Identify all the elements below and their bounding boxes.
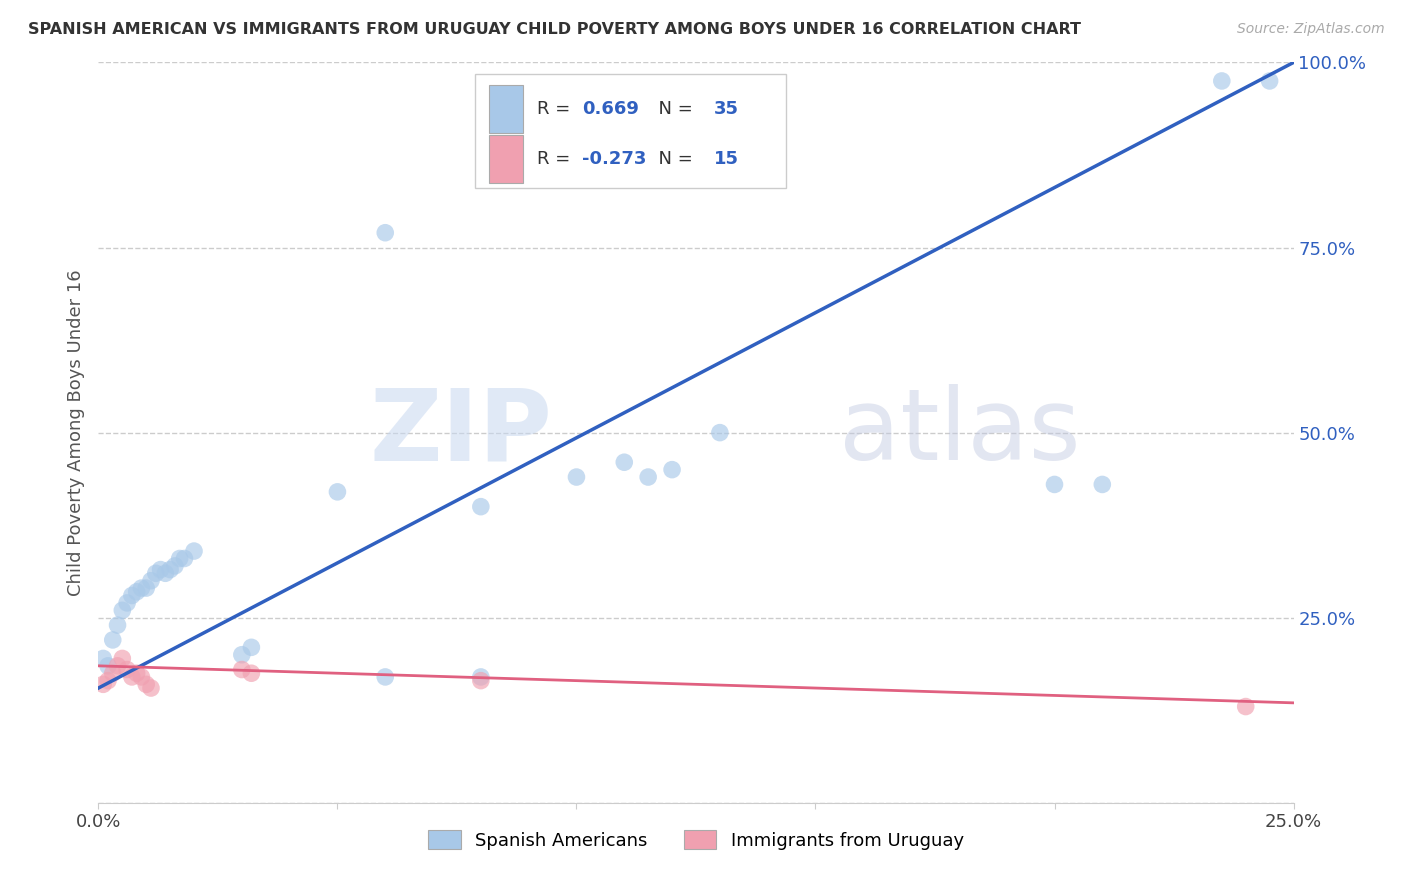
Text: -0.273: -0.273 bbox=[582, 150, 647, 168]
Point bbox=[107, 618, 129, 632]
Point bbox=[709, 425, 731, 440]
Text: 0.669: 0.669 bbox=[582, 100, 640, 118]
Point bbox=[173, 551, 195, 566]
Point bbox=[145, 566, 167, 581]
Point bbox=[231, 663, 253, 677]
Point bbox=[565, 470, 588, 484]
Point bbox=[91, 651, 114, 665]
Point bbox=[1091, 477, 1114, 491]
Point bbox=[101, 632, 124, 647]
Text: R =: R = bbox=[537, 150, 576, 168]
Point bbox=[231, 648, 253, 662]
Point bbox=[135, 581, 157, 595]
Point bbox=[159, 563, 181, 577]
Point bbox=[1211, 74, 1233, 88]
Point bbox=[1234, 699, 1257, 714]
Point bbox=[169, 551, 191, 566]
Text: Source: ZipAtlas.com: Source: ZipAtlas.com bbox=[1237, 22, 1385, 37]
Point bbox=[240, 666, 263, 681]
Point bbox=[613, 455, 636, 469]
Point bbox=[470, 673, 492, 688]
Text: 15: 15 bbox=[714, 150, 740, 168]
Text: 35: 35 bbox=[714, 100, 740, 118]
Text: N =: N = bbox=[647, 100, 699, 118]
Point bbox=[637, 470, 659, 484]
FancyBboxPatch shape bbox=[475, 73, 786, 188]
Point bbox=[131, 670, 153, 684]
Point bbox=[115, 663, 138, 677]
Point bbox=[131, 581, 153, 595]
Point bbox=[326, 484, 349, 499]
Text: N =: N = bbox=[647, 150, 699, 168]
FancyBboxPatch shape bbox=[489, 135, 523, 183]
Point bbox=[111, 603, 134, 617]
Point bbox=[374, 670, 396, 684]
Point bbox=[139, 574, 162, 588]
Point bbox=[1258, 74, 1281, 88]
Point bbox=[125, 666, 148, 681]
Text: R =: R = bbox=[537, 100, 576, 118]
Text: ZIP: ZIP bbox=[370, 384, 553, 481]
Point bbox=[240, 640, 263, 655]
Point bbox=[121, 589, 143, 603]
Text: SPANISH AMERICAN VS IMMIGRANTS FROM URUGUAY CHILD POVERTY AMONG BOYS UNDER 16 CO: SPANISH AMERICAN VS IMMIGRANTS FROM URUG… bbox=[28, 22, 1081, 37]
Legend: Spanish Americans, Immigrants from Uruguay: Spanish Americans, Immigrants from Urugu… bbox=[418, 820, 974, 861]
Point bbox=[115, 596, 138, 610]
Point bbox=[97, 658, 120, 673]
Point bbox=[1043, 477, 1066, 491]
FancyBboxPatch shape bbox=[489, 85, 523, 133]
Point bbox=[91, 677, 114, 691]
Point bbox=[139, 681, 162, 695]
Point bbox=[163, 558, 186, 573]
Point bbox=[661, 462, 683, 476]
Point bbox=[135, 677, 157, 691]
Point bbox=[470, 500, 492, 514]
Point bbox=[155, 566, 177, 581]
Point bbox=[111, 651, 134, 665]
Text: atlas: atlas bbox=[839, 384, 1081, 481]
Point bbox=[121, 670, 143, 684]
Point bbox=[374, 226, 396, 240]
Point bbox=[183, 544, 205, 558]
Point bbox=[125, 584, 148, 599]
Point bbox=[149, 563, 172, 577]
Point bbox=[107, 658, 129, 673]
Point bbox=[470, 670, 492, 684]
Point bbox=[101, 666, 124, 681]
Point bbox=[97, 673, 120, 688]
Y-axis label: Child Poverty Among Boys Under 16: Child Poverty Among Boys Under 16 bbox=[66, 269, 84, 596]
